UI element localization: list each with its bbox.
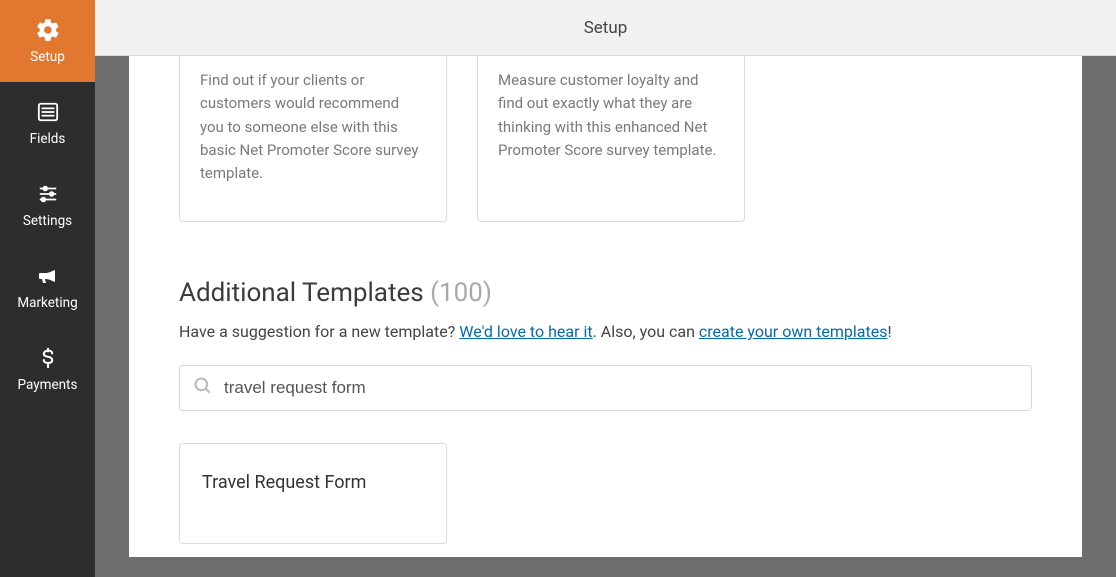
sidebar: Setup Fields Settings Marketing Payments [0,0,95,577]
list-icon [35,99,61,125]
template-search-input[interactable] [179,365,1032,411]
topbar: Setup [95,0,1116,56]
sidebar-item-settings[interactable]: Settings [0,164,95,246]
gear-icon [35,17,61,43]
dollar-icon [35,345,61,371]
sidebar-item-fields[interactable]: Fields [0,82,95,164]
template-result-card[interactable]: Travel Request Form [179,443,447,544]
sidebar-item-label: Setup [30,49,65,65]
template-search [179,365,1032,411]
templates-count: (100) [430,278,492,308]
sidebar-item-label: Fields [30,131,66,147]
sidebar-item-label: Marketing [17,295,77,311]
template-result-title: Travel Request Form [202,472,424,493]
sidebar-item-label: Payments [18,377,78,393]
bullhorn-icon [35,263,61,289]
sidebar-item-marketing[interactable]: Marketing [0,246,95,328]
template-card-description: Find out if your clients or customers wo… [200,69,426,185]
additional-templates-heading: Additional Templates (100) [179,278,1032,308]
sidebar-item-payments[interactable]: Payments [0,328,95,410]
sidebar-item-label: Settings [23,213,72,229]
suggestion-link[interactable]: We'd love to hear it [459,322,592,341]
suggestion-line: Have a suggestion for a new template? We… [179,322,1032,341]
template-card[interactable]: Find out if your clients or customers wo… [179,56,447,222]
search-icon [193,376,213,400]
page-title: Setup [584,18,628,38]
create-own-templates-link[interactable]: create your own templates [699,322,888,341]
sliders-icon [35,181,61,207]
template-card[interactable]: Measure customer loyalty and find out ex… [477,56,745,222]
template-card-description: Measure customer loyalty and find out ex… [498,69,724,162]
main-content: Find out if your clients or customers wo… [129,56,1082,557]
sidebar-item-setup[interactable]: Setup [0,0,95,82]
